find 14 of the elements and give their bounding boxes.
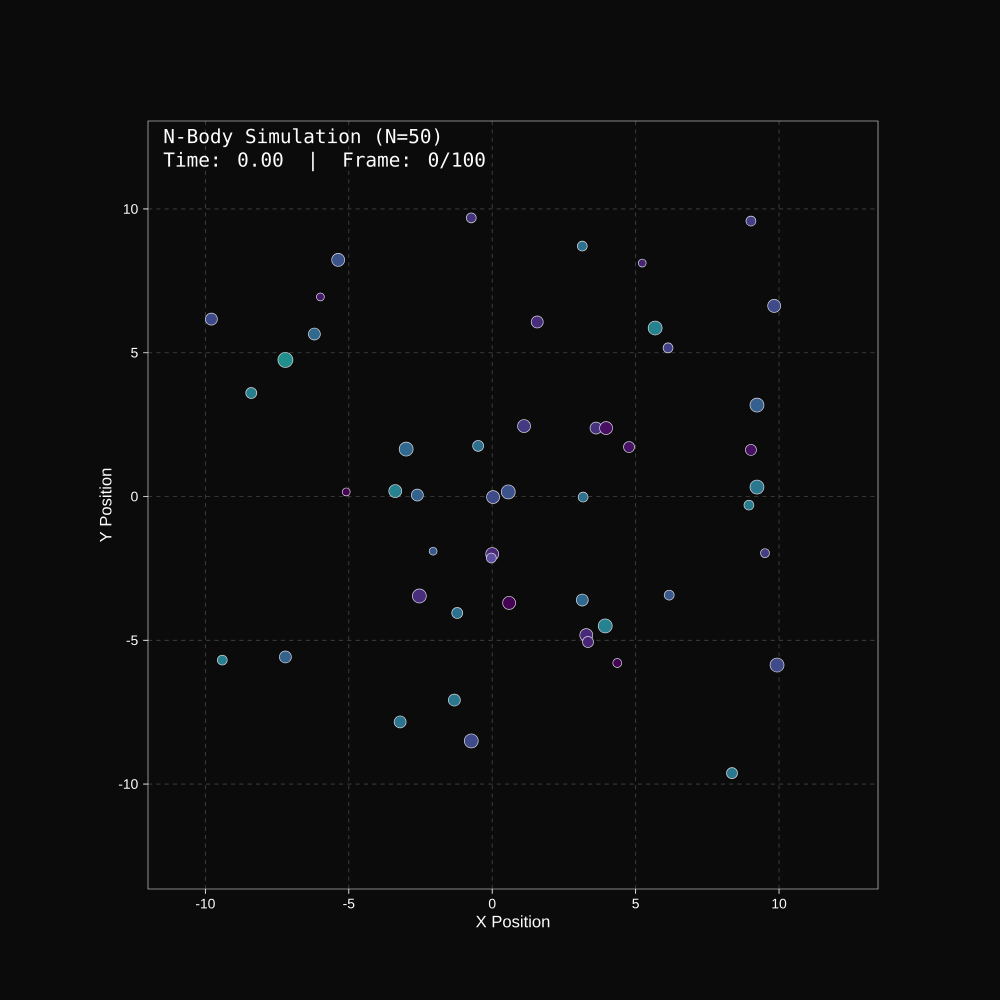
chart-title: N-Body Simulation (N=50) xyxy=(164,128,440,148)
y-tick-label: 0 xyxy=(131,492,138,502)
text: Time: 0.00 | Frame: 0/100 xyxy=(164,152,485,172)
y-axis-title: Y Position xyxy=(99,468,112,542)
y-tick-label: 5 xyxy=(131,348,138,358)
x-axis-title: X Position xyxy=(476,915,550,928)
y-tick-label: -5 xyxy=(126,635,138,646)
x-tick-label: 0 xyxy=(488,898,496,909)
x-tick-label: -5 xyxy=(343,898,354,908)
x-tick-label: 5 xyxy=(632,898,639,908)
x-tick-label: 10 xyxy=(772,898,786,909)
y-tick-label: 10 xyxy=(124,204,138,214)
x-tick-label: -10 xyxy=(196,898,215,909)
y-tick-label: -10 xyxy=(118,779,138,789)
